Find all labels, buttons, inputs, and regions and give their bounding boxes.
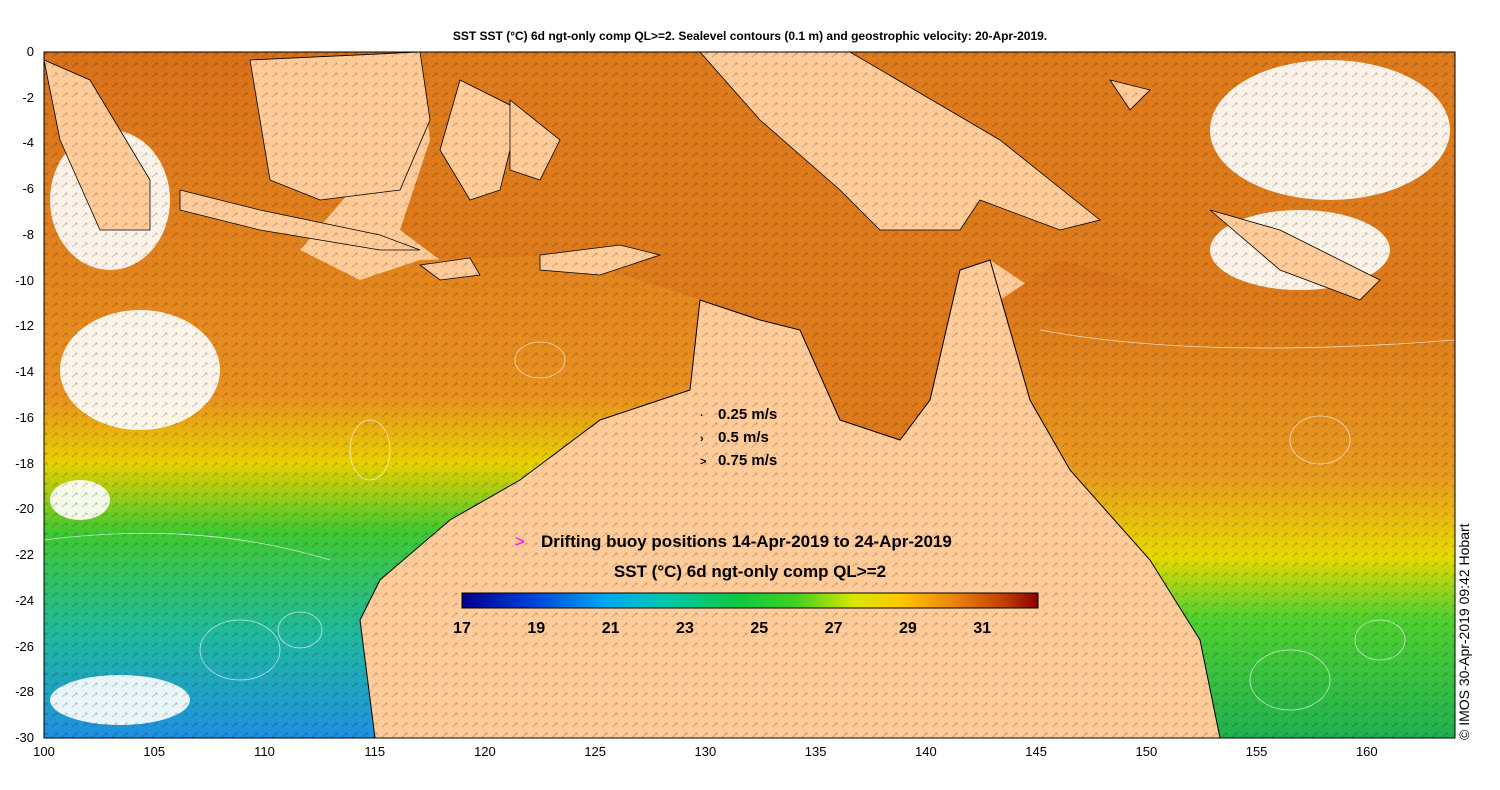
map-title: SST SST (°C) 6d ngt-only comp QL>=2. Sea… (452, 29, 1048, 43)
y-tick-label: -8 (22, 226, 34, 242)
x-tick-label: 145 (1025, 744, 1047, 759)
y-tick-label: -28 (15, 684, 34, 700)
colorbar-tick-label: 19 (527, 620, 546, 637)
x-tick-label: 135 (804, 744, 827, 759)
colorbar-tick-label: 17 (453, 620, 471, 637)
speed-label-2: 0.5 m/s (718, 429, 769, 446)
y-tick-label: -24 (15, 592, 34, 608)
x-tick-label: 125 (584, 744, 607, 759)
colorbar-tick-label: 27 (824, 620, 843, 637)
y-tick-label: -2 (22, 89, 34, 105)
map-area (43, 51, 1456, 739)
speed-arrow-icon: · (700, 410, 704, 422)
x-tick-label: 120 (474, 744, 496, 759)
x-tick-label: 130 (694, 744, 717, 759)
y-tick-label: -18 (15, 455, 34, 471)
x-tick-label: 105 (143, 744, 166, 759)
colorbar (461, 592, 1039, 609)
x-tick-label: 110 (254, 744, 275, 759)
y-tick-label: -14 (15, 364, 34, 380)
speed-legend-row-2: › 0.5 m/s (700, 429, 769, 446)
colorbar-title: SST (°C) 6d ngt-only comp QL>=2 (613, 562, 887, 581)
y-tick-label: -30 (15, 730, 34, 745)
x-tick-label: 160 (1355, 744, 1378, 759)
x-tick-label: 150 (1135, 744, 1158, 759)
speed-legend-row-1: · 0.25 m/s (700, 406, 777, 423)
colorbar-tick-label: 29 (899, 620, 917, 637)
x-tick-label: 100 (33, 744, 55, 759)
buoy-label: Drifting buoy positions 14-Apr-2019 to 2… (540, 532, 952, 551)
speed-label-3: 0.75 m/s (718, 452, 778, 469)
y-tick-label: -20 (15, 501, 34, 517)
speed-arrow-icon: > (700, 456, 707, 468)
colorbar-tick-label: 25 (750, 620, 769, 637)
sealevel-contours (43, 329, 1456, 711)
y-tick-label: 0 (26, 44, 34, 59)
colorbar-tick-label: 31 (973, 620, 992, 637)
y-tick-label: -4 (22, 135, 34, 151)
speed-legend-row-3: >0.75 m/s (700, 452, 777, 469)
speed-arrow-icon: › (700, 433, 704, 445)
buoy-legend: > Drifting buoy positions 14-Apr-2019 to … (515, 532, 952, 552)
buoy-marker-icon: > (515, 532, 525, 551)
credit-text: © IMOS 30-Apr-2019 09:42 Hobart (1456, 523, 1472, 740)
x-tick-label: 115 (364, 744, 386, 759)
y-tick-label: -16 (15, 409, 34, 425)
y-tick-label: -6 (22, 181, 34, 197)
x-tick-label: 140 (915, 744, 937, 759)
colorbar-tick-label: 21 (601, 620, 620, 637)
colorbar-tick-label: 23 (676, 620, 694, 637)
y-tick-label: -26 (15, 638, 34, 654)
y-tick-label: -22 (15, 547, 34, 563)
y-tick-label: -10 (15, 272, 34, 288)
y-tick-label: -12 (15, 318, 34, 334)
x-tick-label: 155 (1245, 744, 1268, 759)
speed-label-1: 0.25 m/s (718, 406, 778, 423)
